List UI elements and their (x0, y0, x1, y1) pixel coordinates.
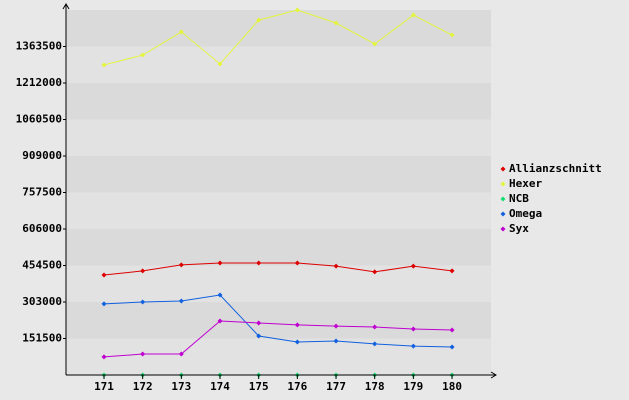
y-tick-label: 303000 (22, 295, 62, 308)
data-point (217, 260, 223, 266)
y-tick-label: 1363500 (16, 40, 62, 53)
y-tick-label: 606000 (22, 222, 62, 235)
data-point (256, 260, 262, 266)
data-point (217, 318, 223, 324)
data-point (410, 12, 416, 18)
legend-swatch (500, 211, 506, 217)
y-axis-arrow (62, 3, 70, 10)
data-point (410, 326, 416, 332)
x-tick-label: 177 (326, 380, 346, 393)
plot-band (66, 83, 491, 120)
x-tick-label: 175 (249, 380, 269, 393)
series-line (103, 320, 453, 358)
data-point (333, 338, 339, 344)
x-tick-label: 179 (403, 380, 423, 393)
data-point (449, 344, 455, 350)
x-tick-label: 173 (171, 380, 191, 393)
legend-label: Syx (509, 222, 529, 235)
data-point (333, 263, 339, 269)
data-point (410, 263, 416, 269)
plot-band (66, 119, 491, 156)
data-point (101, 301, 107, 307)
data-point (217, 292, 223, 298)
data-point (449, 327, 455, 333)
data-point (256, 17, 262, 23)
data-point (294, 339, 300, 345)
plot-band (66, 229, 491, 266)
data-point (372, 269, 378, 275)
data-point (410, 343, 416, 349)
data-point (178, 262, 184, 268)
data-point (178, 298, 184, 304)
data-point (101, 272, 107, 278)
y-tick-label: 1060500 (16, 113, 62, 126)
series-line (103, 262, 453, 276)
legend-label: NCB (509, 192, 529, 205)
plot-band (66, 302, 491, 339)
data-point (294, 7, 300, 13)
data-point (256, 333, 262, 339)
y-tick-label: 1212000 (16, 76, 62, 89)
data-point (294, 260, 300, 266)
plot-band (66, 46, 491, 83)
x-tick-label: 176 (287, 380, 307, 393)
x-tick-label: 180 (442, 380, 462, 393)
y-tick-label: 151500 (22, 332, 62, 345)
legend-label: Allianzschnitt (509, 162, 602, 175)
plot-band (66, 338, 491, 375)
data-point (140, 52, 146, 58)
legend-swatch (500, 226, 506, 232)
x-tick-label: 174 (210, 380, 230, 393)
x-tick-label: 172 (133, 380, 153, 393)
series-line (103, 9, 453, 66)
legend-swatch (500, 181, 506, 187)
y-tick-label: 909000 (22, 149, 62, 162)
data-point (333, 20, 339, 26)
legend-swatch (500, 166, 506, 172)
data-point (140, 351, 146, 357)
data-point (101, 354, 107, 360)
data-point (372, 324, 378, 330)
y-tick-label: 454500 (22, 259, 62, 272)
plot-band (66, 192, 491, 229)
data-point (140, 299, 146, 305)
legend-label: Omega (509, 207, 542, 220)
data-point (372, 341, 378, 347)
series-line (103, 294, 453, 348)
plot-band (66, 156, 491, 193)
plot-band (66, 265, 491, 302)
plot-band (66, 10, 491, 47)
data-point (449, 268, 455, 274)
legend-swatch (500, 196, 506, 202)
data-point (217, 61, 223, 67)
data-point (372, 41, 378, 47)
x-tick-label: 171 (94, 380, 114, 393)
data-point (140, 268, 146, 274)
legend-label: Hexer (509, 177, 542, 190)
data-point (333, 323, 339, 329)
x-axis-arrow (490, 371, 497, 379)
data-point (101, 62, 107, 68)
data-point (449, 32, 455, 38)
data-point (178, 351, 184, 357)
data-point (178, 29, 184, 35)
data-point (256, 320, 262, 326)
data-point (294, 322, 300, 328)
x-tick-label: 178 (365, 380, 385, 393)
y-tick-label: 757500 (22, 186, 62, 199)
